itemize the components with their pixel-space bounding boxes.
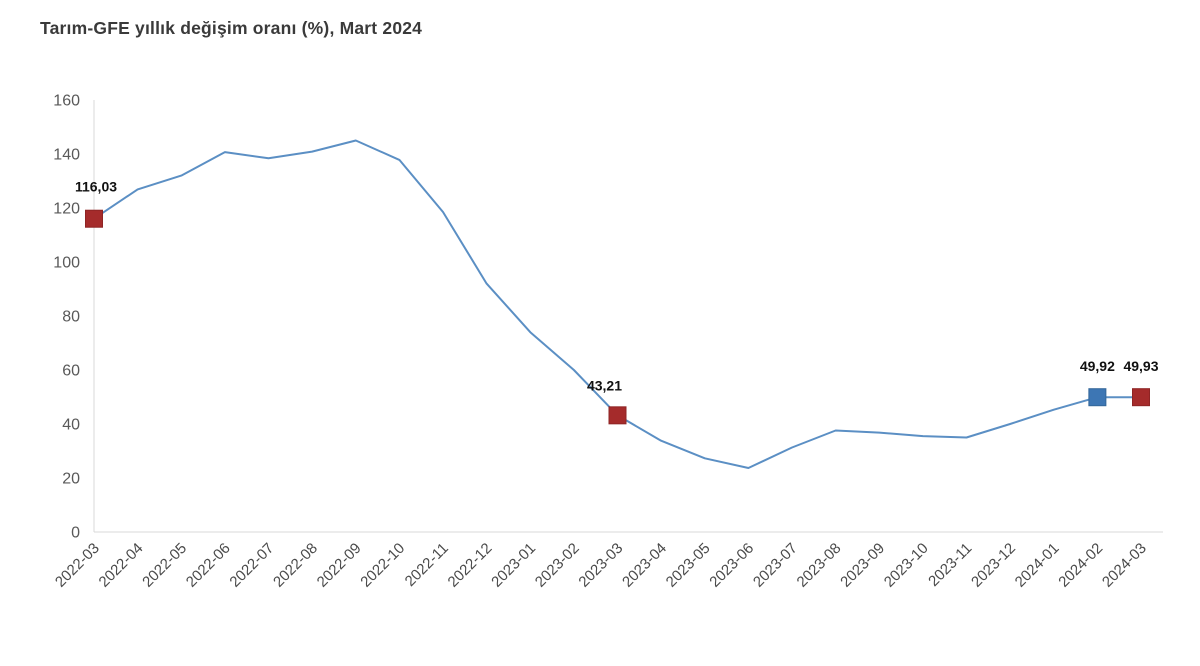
y-tick-label: 0 xyxy=(71,525,80,542)
x-tick-label: 2023-08 xyxy=(793,540,844,591)
x-tick-label: 2023-06 xyxy=(706,540,757,591)
x-tick-label: 2023-11 xyxy=(925,540,975,590)
y-tick-label: 60 xyxy=(62,363,80,380)
highlight-marker xyxy=(1088,388,1107,407)
x-tick-label: 2022-03 xyxy=(52,540,103,591)
y-tick-label: 80 xyxy=(62,309,80,326)
chart-title: Tarım-GFE yıllık değişim oranı (%), Mart… xyxy=(40,18,423,38)
x-tick-label: 2022-10 xyxy=(357,540,408,591)
x-tick-label: 2022-09 xyxy=(314,540,365,591)
y-tick-label: 160 xyxy=(53,93,80,110)
x-tick-label: 2023-09 xyxy=(837,540,888,591)
x-tick-label: 2022-11 xyxy=(402,540,452,590)
data-label: 116,03 xyxy=(75,179,117,195)
x-tick-label: 2023-12 xyxy=(968,540,1019,591)
x-tick-label: 2022-07 xyxy=(226,540,277,591)
x-tick-label: 2024-03 xyxy=(1099,540,1150,591)
x-tick-label: 2023-03 xyxy=(575,540,626,591)
x-tick-label: 2023-02 xyxy=(532,540,583,591)
data-label: 43,21 xyxy=(587,377,622,393)
x-tick-label: 2022-05 xyxy=(139,540,190,591)
y-tick-label: 140 xyxy=(53,147,80,164)
y-tick-label: 120 xyxy=(53,201,80,218)
highlight-marker xyxy=(608,406,627,425)
x-tick-label: 2023-10 xyxy=(881,540,932,591)
data-label: 49,93 xyxy=(1123,358,1158,374)
highlight-marker xyxy=(1132,388,1150,407)
highlight-marker xyxy=(85,209,103,228)
x-tick-label: 2023-01 xyxy=(488,540,539,591)
y-tick-label: 40 xyxy=(62,417,80,434)
x-tick-label: 2024-02 xyxy=(1055,540,1106,591)
y-tick-label: 100 xyxy=(53,255,80,272)
x-tick-label: 2022-12 xyxy=(444,540,495,591)
x-tick-label: 2023-04 xyxy=(619,540,670,591)
x-tick-label: 2023-07 xyxy=(750,540,801,591)
x-tick-label: 2022-08 xyxy=(270,540,321,591)
x-tick-label: 2024-01 xyxy=(1012,540,1063,591)
x-tick-label: 2022-06 xyxy=(183,540,234,591)
y-tick-label: 20 xyxy=(62,471,80,488)
data-label: 49,92 xyxy=(1080,358,1115,374)
x-tick-label: 2023-05 xyxy=(663,540,714,591)
x-tick-label: 2022-04 xyxy=(95,540,146,591)
